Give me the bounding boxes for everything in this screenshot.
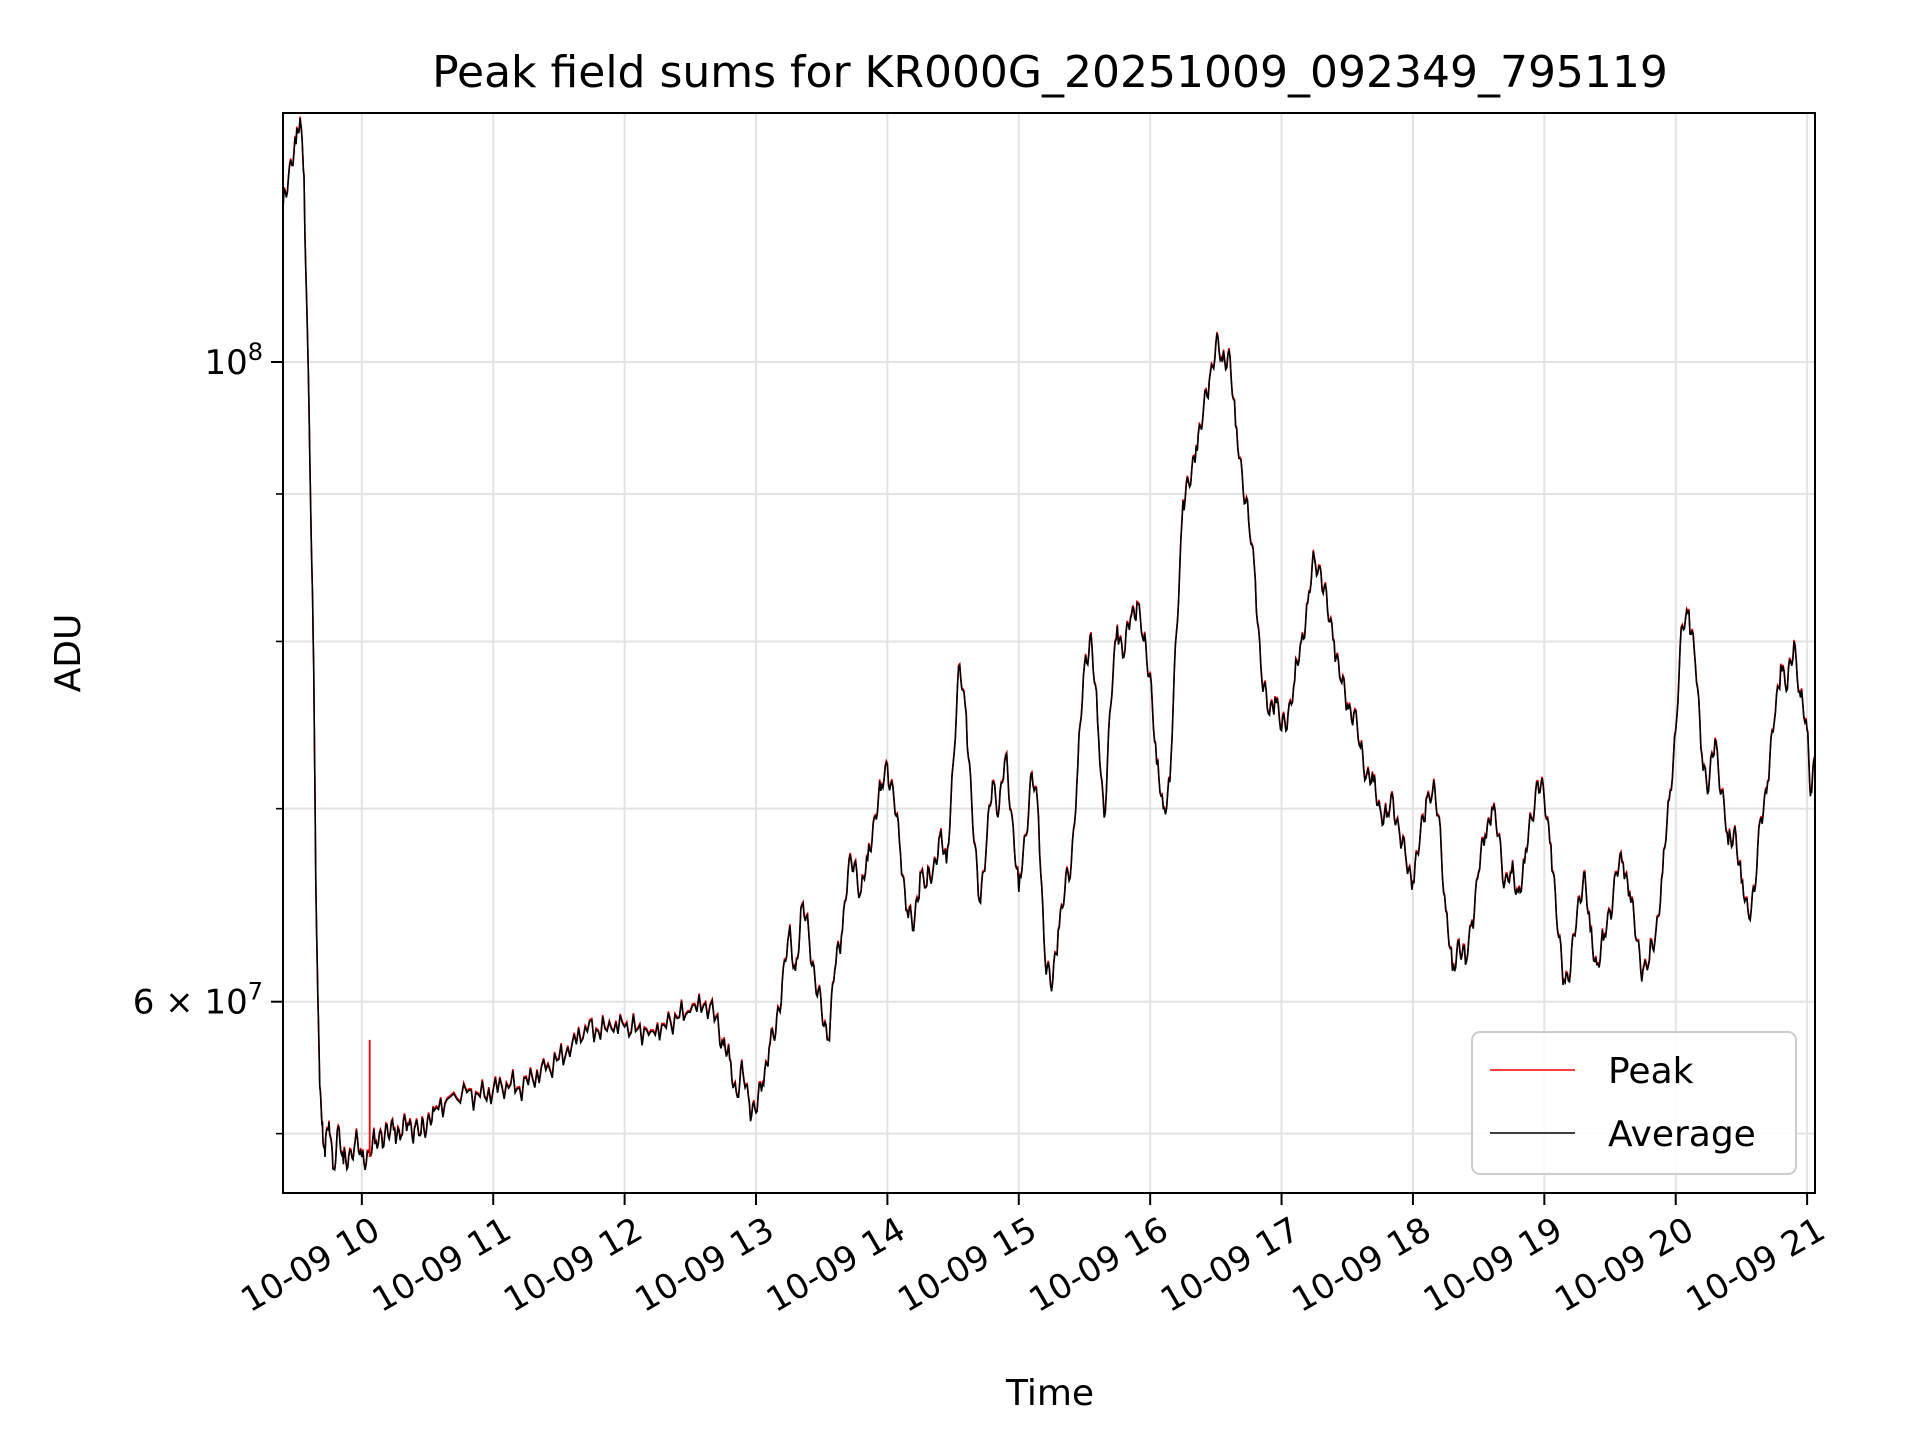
x-tick-label: 10-09 15 [891, 1210, 1043, 1321]
x-tick-label: 10-09 20 [1548, 1210, 1700, 1321]
chart-title: Peak field sums for KR000G_20251009_0923… [432, 47, 1668, 98]
y-axis: 108 6 × 107 [133, 338, 283, 1135]
x-axis-label: Time [1005, 1373, 1094, 1414]
y-tick-label: 6 × 107 [133, 978, 263, 1023]
series-line-average [283, 118, 1815, 1173]
legend-label-peak: Peak [1608, 1051, 1694, 1092]
x-tick-label: 10-09 10 [234, 1210, 386, 1321]
y-axis-label: ADU [48, 614, 89, 693]
y-tick-label: 108 [204, 338, 263, 383]
legend-box [1471, 1031, 1797, 1175]
x-tick-label: 10-09 16 [1023, 1210, 1175, 1321]
series-layer [283, 116, 1815, 1173]
x-tick-label: 10-09 18 [1285, 1210, 1437, 1321]
x-tick-label: 10-09 19 [1417, 1210, 1569, 1321]
series-line-peak [283, 116, 1815, 1171]
x-tick-label: 10-09 14 [760, 1210, 912, 1321]
legend-label-average: Average [1608, 1114, 1756, 1155]
x-tick-label: 10-09 17 [1154, 1210, 1306, 1321]
x-tick-label: 10-09 21 [1680, 1210, 1832, 1321]
plot-frame [282, 112, 1816, 1194]
x-tick-label: 10-09 12 [497, 1210, 649, 1321]
x-tick-label: 10-09 11 [366, 1210, 518, 1321]
legend: Peak Average [1471, 1031, 1797, 1175]
x-tick-label: 10-09 13 [629, 1210, 781, 1321]
